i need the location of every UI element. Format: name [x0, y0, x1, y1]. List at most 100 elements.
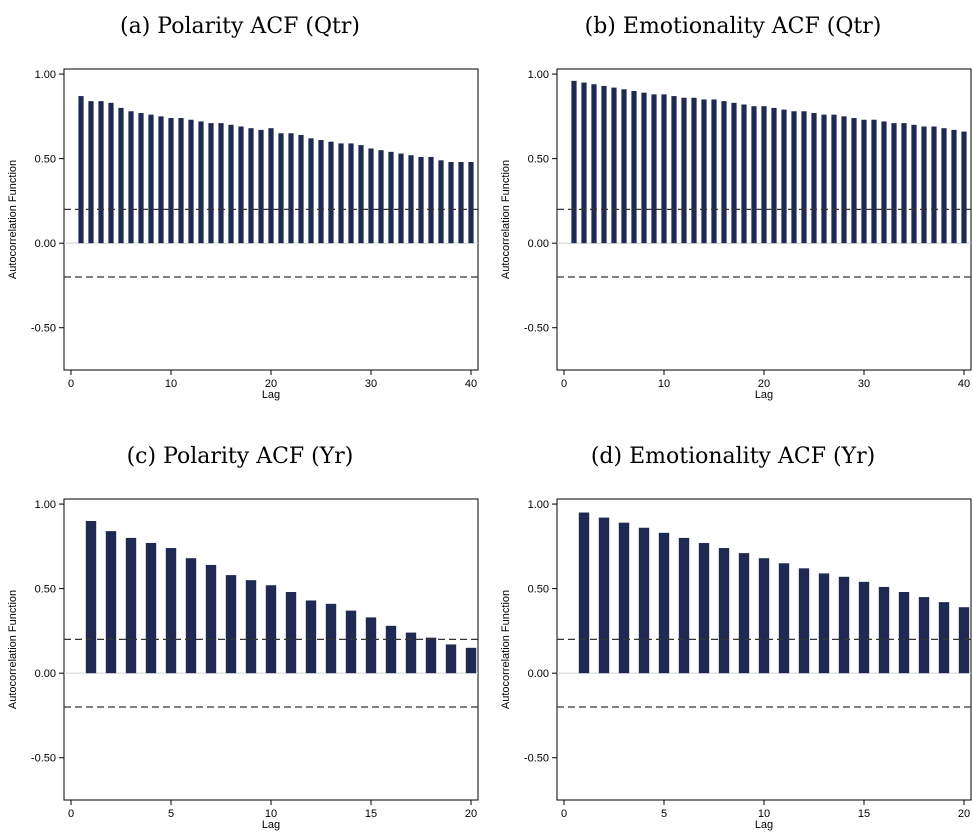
acf-bar [838, 576, 850, 674]
acf-bar [671, 96, 677, 244]
acf-bar [721, 101, 727, 244]
acf-chart-c: 1.00 0.50 0.00 -0.50 0 5 10 15 20 Lag Autocorrelat… [7, 498, 479, 831]
acf-bar [781, 109, 787, 244]
acf-bar [158, 116, 164, 244]
acf-bar [851, 118, 857, 244]
acf-bar [388, 151, 394, 244]
x-tick-label: 15 [365, 808, 377, 820]
acf-bar [188, 119, 194, 244]
acf-bar [445, 644, 457, 674]
acf-bar [378, 150, 384, 244]
acf-bar [325, 603, 337, 674]
acf-bar [581, 82, 587, 244]
acf-bar [911, 124, 917, 244]
acf-bar [898, 592, 910, 674]
y-tick-label: 0.50 [35, 584, 56, 596]
acf-bar [285, 592, 297, 674]
acf-bar [425, 637, 437, 674]
x-axis-label: Lag [262, 389, 280, 401]
acf-bar [208, 123, 214, 244]
acf-bar [438, 160, 444, 244]
acf-bar [681, 97, 687, 244]
acf-bar [661, 94, 667, 244]
acf-bar [225, 575, 237, 674]
acf-chart-d: 1.00 0.50 0.00 -0.50 0 5 10 15 20 Lag Autocorrelat… [500, 498, 972, 831]
acf-bar [818, 573, 830, 674]
acf-bar [718, 548, 730, 674]
acf-bar [758, 558, 770, 674]
acf-bar [138, 112, 144, 244]
acf-bar [318, 140, 324, 244]
y-tick-label: 1.00 [35, 499, 56, 511]
acf-bar [731, 102, 737, 244]
y-tick-label: 0.00 [35, 668, 56, 680]
acf-bar [791, 111, 797, 244]
acf-bar [305, 600, 317, 674]
acf-bar [458, 162, 464, 244]
acf-bar [658, 532, 670, 674]
x-tick-label: 10 [165, 378, 177, 390]
acf-bar [98, 101, 104, 244]
acf-bar [691, 97, 697, 244]
acf-bar [601, 85, 607, 244]
acf-bar [338, 143, 344, 244]
acf-bar [878, 586, 890, 674]
acf-bar [218, 123, 224, 244]
acf-bar [751, 106, 757, 244]
acf-bar [641, 92, 647, 244]
acf-bar [185, 558, 197, 674]
acf-bar [78, 96, 84, 244]
x-tick-label: 20 [265, 378, 277, 390]
acf-bar [448, 162, 454, 244]
acf-bar [618, 522, 630, 674]
x-axis-label: Lag [755, 389, 773, 401]
acf-chart-b: 1.00 0.50 0.00 -0.50 0 10 20 30 40 Lag Autocorrela… [500, 68, 972, 401]
acf-bar [738, 553, 750, 674]
x-tick-label: 15 [858, 808, 870, 820]
y-tick-label: -0.50 [31, 753, 56, 765]
acf-bar [405, 632, 417, 674]
acf-bar [571, 80, 577, 244]
y-tick-label: -0.50 [524, 323, 549, 335]
x-tick-label: 40 [465, 378, 477, 390]
acf-bar [831, 114, 837, 244]
y-tick-label: 0.00 [528, 668, 549, 680]
acf-bar [611, 87, 617, 244]
chart-panel-a: (a) Polarity ACF (Qtr) 1.00 0.50 0.00 -0.50… [0, 0, 480, 410]
acf-bar [265, 585, 277, 674]
acf-bar [358, 145, 364, 244]
acf-bar [248, 128, 254, 244]
acf-bar [951, 129, 957, 244]
acf-bar [651, 94, 657, 244]
x-tick-label: 5 [661, 808, 667, 820]
y-tick-label: -0.50 [524, 753, 549, 765]
acf-bar [408, 155, 414, 244]
y-tick-label: 1.00 [35, 69, 56, 81]
acf-bar [148, 114, 154, 244]
y-tick-label: 0.50 [528, 154, 549, 166]
chart-panel-c: (c) Polarity ACF (Yr) 1.00 0.50 0.00 -0.50 0… [0, 430, 480, 840]
acf-bar [941, 128, 947, 244]
y-tick-label: 0.50 [35, 154, 56, 166]
acf-bar [881, 121, 887, 244]
y-tick-label: 0.50 [528, 584, 549, 596]
acf-bar [598, 517, 610, 674]
acf-bar [711, 99, 717, 244]
acf-bar [621, 89, 627, 244]
acf-bar [901, 123, 907, 244]
chart-title: (d) Emotionality ACF (Yr) [590, 444, 876, 469]
acf-bar [245, 580, 257, 674]
acf-bar [578, 512, 590, 674]
acf-bar [145, 542, 157, 674]
acf-bar [428, 156, 434, 244]
y-tick-label: 1.00 [528, 69, 549, 81]
x-tick-label: 0 [561, 808, 567, 820]
acf-bar [238, 126, 244, 244]
acf-bar [861, 119, 867, 244]
acf-bar [841, 116, 847, 244]
chart-title: (b) Emotionality ACF (Qtr) [584, 14, 882, 39]
acf-bar [125, 537, 137, 674]
acf-bar [938, 602, 950, 674]
acf-bar [288, 133, 294, 244]
acf-bar [778, 563, 790, 674]
